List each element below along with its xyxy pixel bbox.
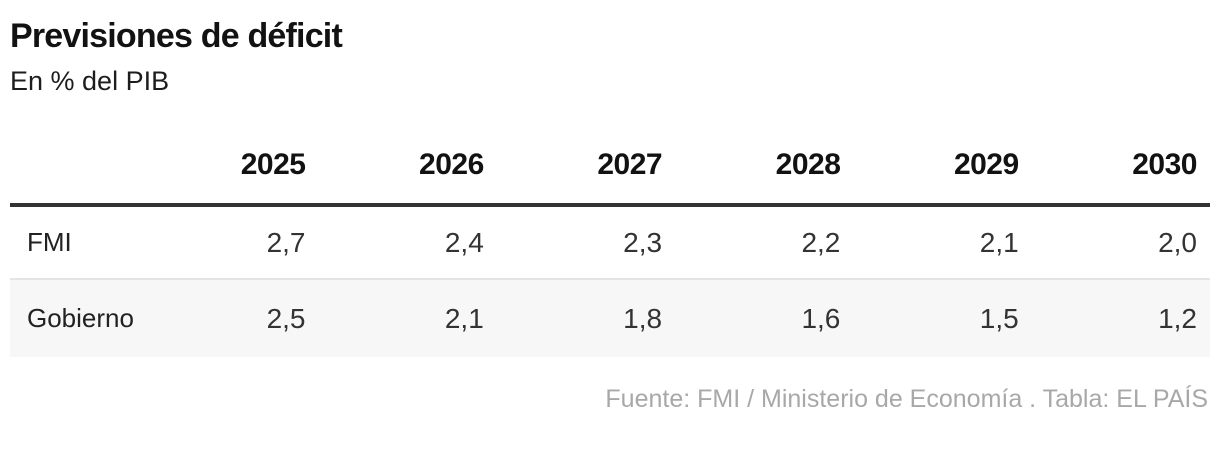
table-header-row: 2025 2026 2027 2028 2029 2030 xyxy=(10,149,1210,207)
table-cell: 2,4 xyxy=(318,205,497,280)
row-label: Gobierno xyxy=(27,303,134,333)
table-cell: 2,0 xyxy=(1031,205,1210,280)
source-credit: Fuente: FMI / Ministerio de Economía . T… xyxy=(605,385,1208,413)
column-header-2027: 2027 xyxy=(496,149,676,207)
page-subtitle: En % del PIB xyxy=(10,66,170,96)
column-header-2028: 2028 xyxy=(675,149,854,207)
table-cell: 1,2 xyxy=(1158,303,1197,334)
table-row-gobierno: Gobierno 2,5 2,1 1,8 1,6 1,5 1,2 xyxy=(10,279,1210,357)
table-cell: 2,3 xyxy=(496,205,676,280)
table-cell: 2,1 xyxy=(444,303,484,334)
table-cell: 2,1 xyxy=(853,205,1032,280)
page-title: Previsiones de déficit xyxy=(10,17,343,55)
column-header-2029: 2029 xyxy=(853,149,1032,207)
table-cell: 1,5 xyxy=(979,303,1019,334)
forecast-table: 2025 2026 2027 2028 2029 2030 FMI 2,7 2,… xyxy=(10,149,1210,357)
table-cell: 1,6 xyxy=(801,303,841,334)
column-header-2026: 2026 xyxy=(318,149,497,207)
table-row-fmi: FMI 2,7 2,4 2,3 2,2 2,1 2,0 xyxy=(10,205,1210,280)
row-label: FMI xyxy=(10,205,141,280)
column-header-2030: 2030 xyxy=(1031,149,1210,207)
table-cell: 2,2 xyxy=(675,205,854,280)
column-header-2025: 2025 xyxy=(140,149,319,207)
row-label-column-header xyxy=(10,149,141,207)
table-cell: 2,5 xyxy=(266,303,306,334)
table-cell: 2,7 xyxy=(140,205,319,280)
table-cell: 1,8 xyxy=(623,303,663,334)
